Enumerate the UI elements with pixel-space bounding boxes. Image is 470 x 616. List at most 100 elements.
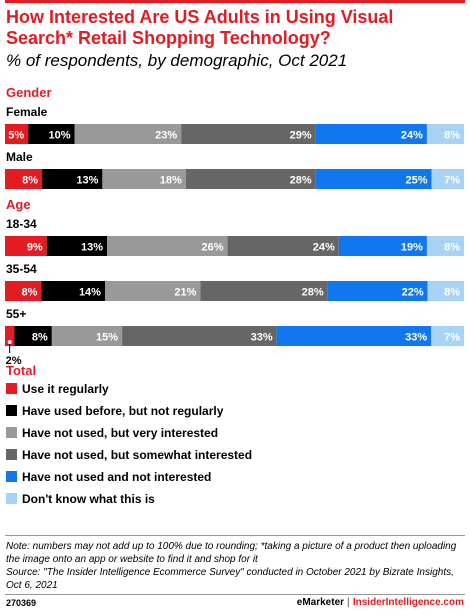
data-label: 29% — [290, 130, 312, 142]
data-label: 26% — [202, 242, 224, 254]
data-label: 8% — [22, 175, 38, 187]
data-label: 21% — [174, 287, 196, 299]
data-label: 23% — [155, 130, 177, 142]
chart-id: 270369 — [6, 598, 37, 608]
data-label: 8% — [32, 332, 48, 344]
legend-item: Have used before, but not regularly — [6, 400, 466, 422]
notes: Note: numbers may not add up to 100% due… — [6, 540, 464, 592]
data-label: 33% — [251, 332, 273, 344]
legend-item: Have not used, but very interested — [6, 422, 466, 444]
footer-divider — [5, 594, 465, 595]
bar-segment — [431, 326, 464, 346]
legend-swatch — [6, 427, 17, 438]
data-label: 28% — [290, 175, 312, 187]
bar-segment — [14, 326, 52, 346]
top-accent-bar — [5, 0, 465, 3]
bar-segment — [315, 169, 432, 189]
data-label: 19% — [401, 242, 423, 254]
data-label: 28% — [302, 287, 324, 299]
data-label: 25% — [406, 175, 428, 187]
bar-segment — [41, 281, 105, 301]
data-label: 18% — [160, 175, 182, 187]
bar-segment — [104, 281, 201, 301]
stacked-bar-chart: Gender Female 5% 10% 23% 29% 24% 8% Male 8% 13% 18%… — [5, 85, 464, 375]
data-label: 24% — [401, 130, 423, 142]
row-label: 35-54 — [6, 262, 37, 276]
data-label: 5% — [8, 130, 24, 142]
bar-segment — [338, 236, 427, 256]
notes-divider — [5, 535, 465, 536]
legend-label: Don't know what this is — [22, 492, 155, 506]
note-text: Note: numbers may not add up to 100% due… — [6, 541, 457, 565]
data-label: 22% — [402, 287, 424, 299]
row-label: Female — [6, 105, 48, 119]
group-heading: Total — [6, 363, 36, 375]
data-label: 33% — [405, 332, 427, 344]
legend-swatch — [6, 383, 17, 394]
legend-item: Don't know what this is — [6, 488, 466, 510]
bar-segment — [122, 326, 277, 346]
bar-segment — [185, 169, 316, 189]
row-label: 18-34 — [6, 217, 37, 231]
bar-segment — [102, 169, 186, 189]
legend-label: Use it regularly — [22, 382, 109, 396]
legend-swatch — [6, 493, 17, 504]
bar-segment — [427, 281, 464, 301]
bar-segment — [426, 124, 464, 144]
bar-segment — [200, 281, 328, 301]
bar-segment — [107, 236, 228, 256]
bar-segment — [5, 124, 29, 144]
data-label: 7% — [444, 175, 460, 187]
data-label: 9% — [27, 242, 43, 254]
bar-segment — [51, 326, 123, 346]
bar-segment — [431, 169, 464, 189]
legend-item: Have not used and not interested — [6, 466, 466, 488]
chart-subtitle: % of respondents, by demographic, Oct 20… — [6, 51, 348, 70]
data-label: 8% — [444, 242, 460, 254]
bar-segment — [426, 236, 464, 256]
chart-title: How Interested Are US Adults in Using Vi… — [6, 7, 394, 48]
brand-insider-intelligence: InsiderIntelligence.com — [352, 597, 464, 608]
legend-label: Have not used, but somewhat interested — [22, 448, 253, 462]
callout-dot — [7, 340, 12, 344]
data-label: 8% — [21, 287, 37, 299]
bar-segment — [276, 326, 432, 346]
legend-item: Use it regularly — [6, 378, 466, 400]
bar-segment — [315, 124, 427, 144]
data-label: 24% — [313, 242, 335, 254]
bar-segment — [227, 236, 339, 256]
bar-segment — [5, 169, 43, 189]
legend-label: Have not used and not interested — [22, 470, 212, 484]
legend: Use it regularly Have used before, but no… — [6, 378, 466, 510]
bar-segment — [42, 169, 103, 189]
data-label: 8% — [444, 287, 460, 299]
data-label: 8% — [444, 130, 460, 142]
legend-label: Have used before, but not regularly — [22, 404, 224, 418]
data-label: 13% — [81, 242, 103, 254]
data-label: 14% — [79, 287, 101, 299]
group-heading: Gender — [6, 85, 52, 100]
legend-label: Have not used, but very interested — [22, 426, 219, 440]
bar-segment — [46, 236, 107, 256]
data-label: 13% — [76, 175, 98, 187]
data-label: 2% — [6, 355, 22, 367]
legend-swatch — [6, 471, 17, 482]
row-label: 55+ — [6, 307, 26, 321]
brand-emarketer: eMarketer — [296, 597, 345, 608]
brand-separator: | — [347, 597, 350, 608]
bar-segment — [5, 326, 15, 346]
legend-swatch — [6, 449, 17, 460]
group-heading: Age — [6, 197, 31, 212]
bar-segment — [74, 124, 182, 144]
data-label: 10% — [49, 130, 71, 142]
bar-segment — [28, 124, 75, 144]
legend-swatch — [6, 405, 17, 416]
bar-segment — [5, 281, 42, 301]
data-label: 15% — [96, 332, 118, 344]
footer-brand: eMarketer | InsiderIntelligence.com — [297, 597, 464, 608]
row-label: Male — [6, 150, 33, 164]
legend-item: Have not used, but somewhat interested — [6, 444, 466, 466]
bar-segment — [181, 124, 316, 144]
source-text: Source: "The Insider Intelligence Ecomme… — [6, 567, 454, 591]
bar-segment — [327, 281, 428, 301]
